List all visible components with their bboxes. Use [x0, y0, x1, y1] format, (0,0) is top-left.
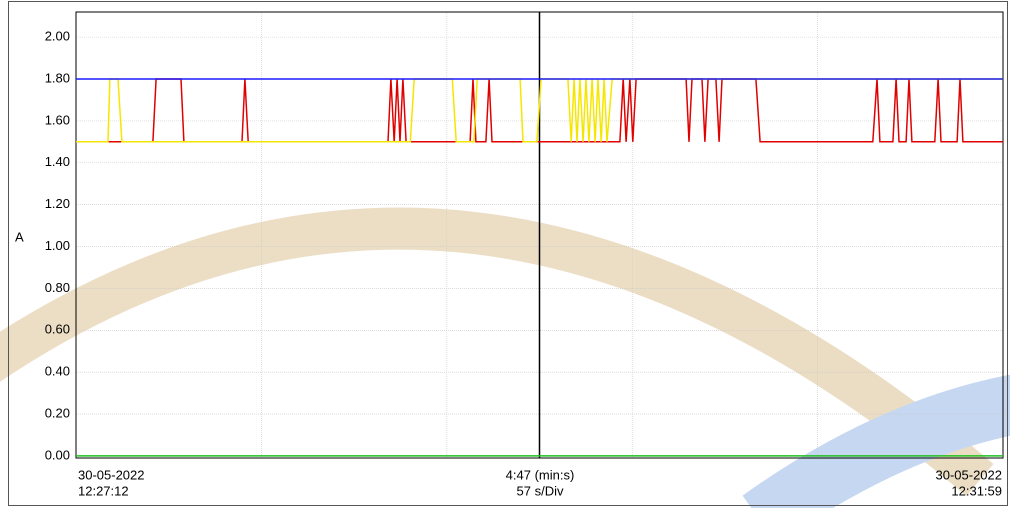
y-tick-label: 1.40: [45, 154, 70, 169]
watermark: [0, 207, 1010, 508]
y-tick-label: 1.60: [45, 112, 70, 127]
watermark-arc: [0, 207, 994, 497]
frame: [8, 1, 1008, 506]
watermark-arc: [742, 374, 1010, 508]
x-label-left: 12:27:12: [78, 483, 129, 498]
x-label-center: 4:47 (min:s): [506, 467, 575, 482]
y-tick-label: 0.40: [45, 364, 70, 379]
x-label-right: 12:31:59: [951, 483, 1002, 498]
y-tick-label: 1.80: [45, 70, 70, 85]
x-label-left: 30-05-2022: [78, 467, 145, 482]
y-tick-label: 0.00: [45, 447, 70, 462]
y-tick-label: 2.00: [45, 29, 70, 44]
y-tick-label: 0.20: [45, 405, 70, 420]
y-tick-label: 0.80: [45, 280, 70, 295]
x-label-center: 57 s/Div: [517, 483, 564, 498]
y-tick-label: 0.60: [45, 322, 70, 337]
y-tick-label: 1.00: [45, 238, 70, 253]
y-tick-label: 1.20: [45, 196, 70, 211]
y-axis-label: A: [15, 229, 24, 244]
x-label-right: 30-05-2022: [936, 467, 1003, 482]
